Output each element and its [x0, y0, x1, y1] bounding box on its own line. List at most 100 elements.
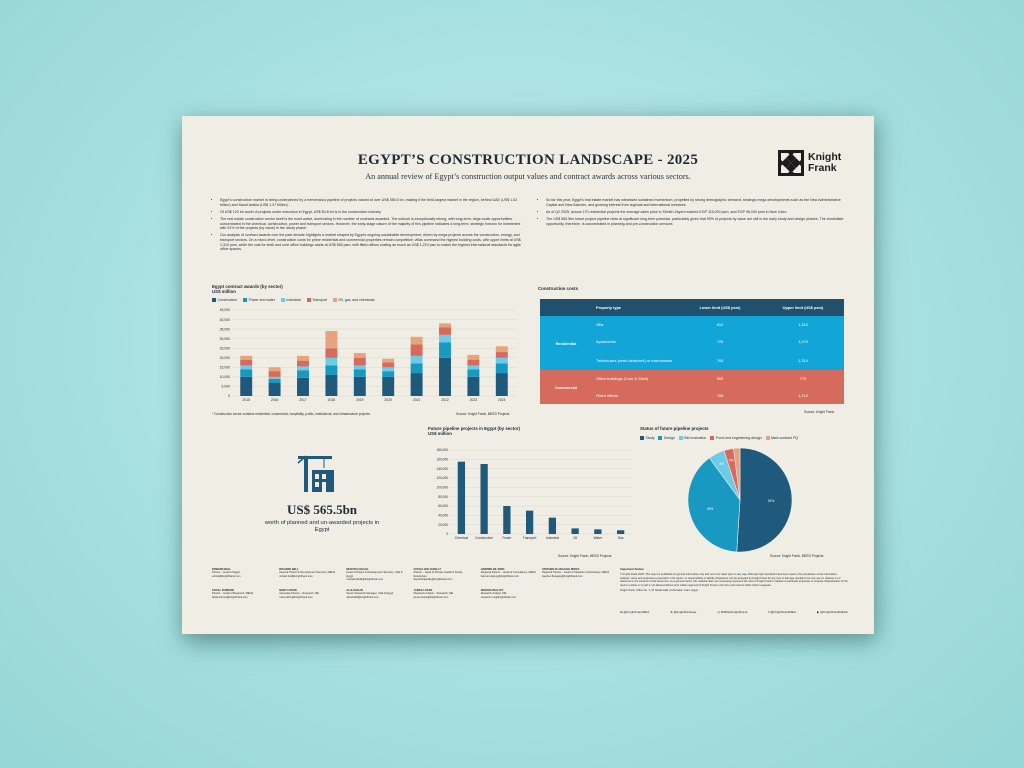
- contact-role: Head of Project & Development Services, …: [279, 571, 336, 575]
- contact-card: HARMEN DE JONG Regional Partner – Head of…: [481, 568, 542, 581]
- bar-segment: [439, 357, 451, 396]
- table-header-row: Property type Lower limit (US$ psm) Uppe…: [540, 299, 844, 316]
- bar-segment: [410, 336, 423, 345]
- social-handle: #MENAKnightFrank: [720, 610, 748, 614]
- category-commercial: Commercial: [540, 370, 592, 404]
- x-tick-label: Chemical: [455, 536, 469, 540]
- page-title: EGYPT’S CONSTRUCTION LANDSCAPE - 2025: [357, 152, 699, 168]
- bar-segment: [297, 377, 309, 396]
- contact-email[interactable]: mary.fathin@knightfrank.com: [279, 595, 313, 599]
- pie-label: 3%: [729, 459, 734, 463]
- x-tick-label: 2020: [384, 398, 392, 402]
- social-x[interactable]: ✕ @knightfrankuae: [670, 610, 696, 614]
- contact-email[interactable]: stephen.flanagan@knightfrank.com: [542, 574, 583, 578]
- legend-item-study: Study: [640, 436, 654, 441]
- x-tick-label: Transport: [523, 536, 537, 540]
- linkedin-icon: in: [620, 610, 624, 614]
- bullet-item: Our analysis of contract awards over the…: [220, 233, 524, 251]
- contact-role: Senior Research Manager, UAE & Egypt: [346, 592, 394, 596]
- contact-email[interactable]: mustafa.khalil@knightfrank.com: [346, 577, 384, 581]
- contact-email[interactable]: faysal.binjarally@knightfrank.com: [413, 577, 453, 581]
- bar-segment: [495, 373, 508, 396]
- y-tick-label: 140,000: [436, 467, 448, 471]
- pipeline-status-source: Source: Knight Frank, MEED Projects: [770, 554, 824, 558]
- contact-name: HARMEN DE JONG: [480, 568, 505, 571]
- table-row: Commercial Office buildings (Core & Shel…: [540, 370, 844, 404]
- legend-label: Transport: [312, 298, 327, 302]
- contact-name: SENIOR ANALYST: [480, 589, 504, 593]
- bar-segment: [353, 365, 366, 370]
- bar-segment: [439, 334, 451, 343]
- contact-name: FAISAL DURRANI: [212, 589, 234, 593]
- knight-frank-logo-icon: [778, 150, 804, 176]
- legend-swatch: [765, 436, 770, 441]
- legend-swatch: [332, 298, 337, 303]
- report-poster: EGYPT’S CONSTRUCTION LANDSCAPE - 2025 An…: [182, 116, 874, 634]
- contact-role: Research Analyst – Research, ME: [413, 592, 454, 596]
- pipeline-status-legend: Study Design Bid evaluation Front-end en…: [640, 436, 799, 441]
- bar-segment: [467, 376, 480, 396]
- contact-role: Regional Partner – Head of Valuation and…: [542, 571, 610, 575]
- y-tick-label: 10,000: [220, 375, 230, 379]
- contact-name: EDWARD BELL: [212, 568, 232, 571]
- y-tick-label: 15,000: [220, 366, 230, 370]
- bar-segment: [325, 365, 338, 375]
- contact-role: Regional Partner – Head of Consultancy, …: [480, 571, 536, 575]
- pipeline-status-title: Status of future pipeline projects: [640, 426, 709, 431]
- bullet-item: Of US$ 120 bn worth of projects under ex…: [220, 210, 524, 215]
- pipeline-sector-title: Future pipeline projects in Egypt (by se…: [428, 426, 520, 436]
- bar-segment: [382, 358, 395, 363]
- legend-label: Bid evaluation: [684, 436, 707, 440]
- social-linkedin[interactable]: in @KnightFrankMEA: [620, 610, 649, 614]
- y-tick-label: 40,000: [438, 514, 448, 518]
- y-tick-label: 20,000: [220, 356, 230, 360]
- bar-segment: [410, 363, 423, 374]
- logo-line-2: Frank: [808, 162, 837, 174]
- important-notice-heading: Important Notice: [620, 567, 644, 571]
- table-cell: 1,310: [762, 316, 844, 333]
- important-notice: Important Notice © Knight Frank 2025. Th…: [620, 567, 848, 592]
- contact-email[interactable]: richard.bell@knightfrank.com: [279, 574, 313, 578]
- contact-email[interactable]: ed.bell@knightfrank.com: [212, 574, 241, 578]
- bar-segment: [353, 369, 366, 377]
- legend-item-industrial: Industrial: [280, 298, 301, 303]
- contact-email[interactable]: research.me@knightfrank.com: [480, 595, 517, 599]
- bar-segment: [268, 371, 281, 377]
- table-row: Twinhouses (semi-detached) or townhouses…: [540, 350, 844, 370]
- summary-bullets-left: Egypt's construction market is being und…: [212, 198, 524, 254]
- social-facebook[interactable]: f @KnightFrankMEA: [768, 610, 796, 614]
- table-row: Fitted offices 765 1,210: [540, 387, 844, 404]
- pipeline-bar: [480, 464, 488, 534]
- bar-segment: [439, 342, 451, 358]
- knight-frank-logo: Knight Frank: [778, 150, 841, 176]
- legend-label: Main contract PQ: [771, 436, 799, 440]
- x-tick-label: Power: [502, 536, 512, 540]
- legend-swatch: [306, 298, 311, 303]
- table-header: Lower limit (US$ psm): [678, 299, 762, 316]
- table-header: Upper limit (US$ psm): [762, 299, 844, 316]
- contact-email[interactable]: faisal.durrani@knightfrank.com: [212, 595, 248, 599]
- pipeline-sector-source: Source: Knight Frank, MEED Projects: [558, 554, 612, 558]
- y-tick-label: 100,000: [436, 486, 448, 490]
- contact-email[interactable]: harmen.dejong@knightfrank.com: [480, 574, 520, 578]
- x-tick-label: 2023: [470, 398, 478, 402]
- table-cell: 765: [678, 350, 762, 370]
- pipeline-bar: [457, 461, 466, 534]
- contact-role: Research Analyst, ME: [480, 592, 507, 596]
- contact-email[interactable]: james.locke@knightfrank.com: [413, 595, 449, 599]
- social-instagram[interactable]: ◎ #MENAKnightFrank: [717, 610, 747, 614]
- contract-awards-chart: 45,000 40,000 35,000 30,000 25,000 20,000 15,0…: [220, 308, 516, 402]
- summary-bullets-right: So far this year, Egypt's real estate ma…: [538, 198, 848, 229]
- bar-segment: [495, 357, 508, 364]
- social-youtube[interactable]: ▶ @KnightFrankMENA: [817, 610, 848, 614]
- legend-item-transport: Transport: [306, 298, 327, 303]
- x-icon: ✕: [670, 610, 674, 614]
- table-row: Apartments 720 1,070: [540, 333, 844, 350]
- bar-segment: [353, 357, 366, 366]
- legend-item-design: Design: [658, 436, 675, 441]
- pie-slice: [687, 457, 741, 553]
- contact-email[interactable]: alia.khalid@knightfrank.com: [346, 595, 379, 599]
- pipeline-bar: [548, 517, 557, 534]
- pipeline-sector-title-text: Future pipeline projects in Egypt (by se…: [428, 426, 520, 431]
- y-tick-label: 80,000: [438, 495, 448, 499]
